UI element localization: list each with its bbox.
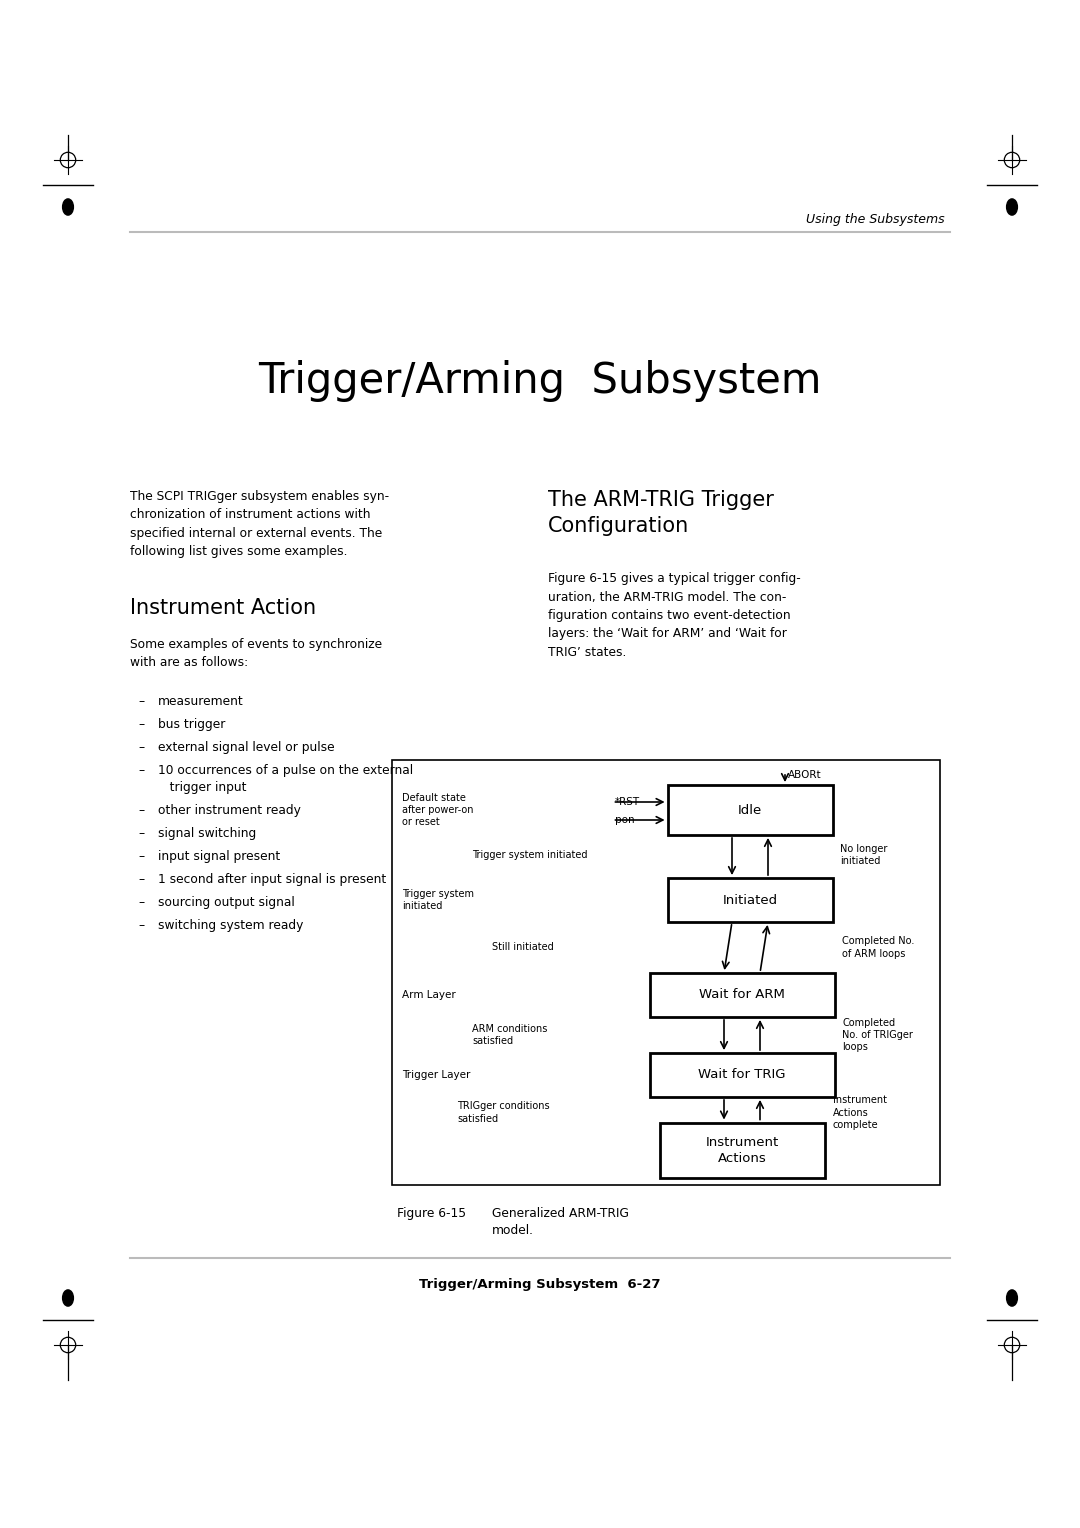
Text: Figure 6-15 gives a typical trigger config-
uration, the ARM-TRIG model. The con: Figure 6-15 gives a typical trigger conf… [548,571,800,659]
Text: Instrument
Actions
complete: Instrument Actions complete [833,1096,887,1129]
Ellipse shape [63,1290,73,1306]
Text: Initiated: Initiated [723,894,778,906]
Text: Instrument
Actions: Instrument Actions [705,1135,779,1164]
Text: –: – [138,695,144,707]
Text: ABORt: ABORt [788,770,822,779]
Text: Trigger/Arming Subsystem  6-27: Trigger/Arming Subsystem 6-27 [419,1277,661,1291]
Text: –: – [138,764,144,778]
Ellipse shape [1007,1290,1017,1306]
Text: Using the Subsystems: Using the Subsystems [807,212,945,226]
Text: external signal level or pulse: external signal level or pulse [158,741,335,753]
Text: signal switching: signal switching [158,827,256,840]
Text: Trigger Layer: Trigger Layer [402,1070,471,1080]
Text: ARM conditions
satisfied: ARM conditions satisfied [472,1024,548,1047]
Text: Wait for TRIG: Wait for TRIG [699,1068,786,1082]
Text: TRIGger conditions
satisfied: TRIGger conditions satisfied [457,1102,550,1123]
Text: 1 second after input signal is present: 1 second after input signal is present [158,872,387,886]
Bar [667,785,833,834]
Bar [667,879,833,921]
Text: Trigger system
initiated: Trigger system initiated [402,889,474,911]
Text: –: – [138,850,144,863]
Text: Still initiated: Still initiated [492,943,554,952]
Text: measurement: measurement [158,695,244,707]
Text: The ARM-TRIG Trigger
Configuration: The ARM-TRIG Trigger Configuration [548,490,774,536]
Bar [392,759,940,1186]
Text: Trigger/Arming  Subsystem: Trigger/Arming Subsystem [258,361,822,402]
Text: bus trigger: bus trigger [158,718,226,730]
Text: switching system ready: switching system ready [158,918,303,932]
Text: Figure 6-15: Figure 6-15 [397,1207,467,1219]
Text: –: – [138,918,144,932]
Text: *RST: *RST [615,798,639,807]
Text: pon: pon [615,814,634,825]
Text: –: – [138,804,144,817]
Text: Idle: Idle [738,804,762,816]
Text: –: – [138,895,144,909]
Text: Wait for ARM: Wait for ARM [699,989,785,1001]
Text: Default state
after power-on
or reset: Default state after power-on or reset [402,793,473,827]
Ellipse shape [1007,199,1017,215]
Text: –: – [138,718,144,730]
Bar [660,1123,824,1178]
Text: Some examples of events to synchronize
with are as follows:: Some examples of events to synchronize w… [130,639,382,669]
Text: Trigger system initiated: Trigger system initiated [472,850,588,860]
Ellipse shape [63,199,73,215]
Text: The SCPI TRIGger subsystem enables syn-
chronization of instrument actions with
: The SCPI TRIGger subsystem enables syn- … [130,490,389,559]
Text: Instrument Action: Instrument Action [130,597,316,617]
Bar [649,973,835,1018]
Text: –: – [138,827,144,840]
Text: No longer
initiated: No longer initiated [840,843,888,866]
Text: Completed
No. of TRIGger
loops: Completed No. of TRIGger loops [842,1018,914,1053]
Text: –: – [138,741,144,753]
Text: 10 occurrences of a pulse on the external
   trigger input: 10 occurrences of a pulse on the externa… [158,764,414,795]
Bar [649,1053,835,1097]
Text: input signal present: input signal present [158,850,280,863]
Text: –: – [138,872,144,886]
Text: Completed No.
of ARM loops: Completed No. of ARM loops [842,937,915,958]
Text: sourcing output signal: sourcing output signal [158,895,295,909]
Text: other instrument ready: other instrument ready [158,804,301,817]
Text: Generalized ARM-TRIG
model.: Generalized ARM-TRIG model. [492,1207,629,1238]
Text: Arm Layer: Arm Layer [402,990,456,999]
